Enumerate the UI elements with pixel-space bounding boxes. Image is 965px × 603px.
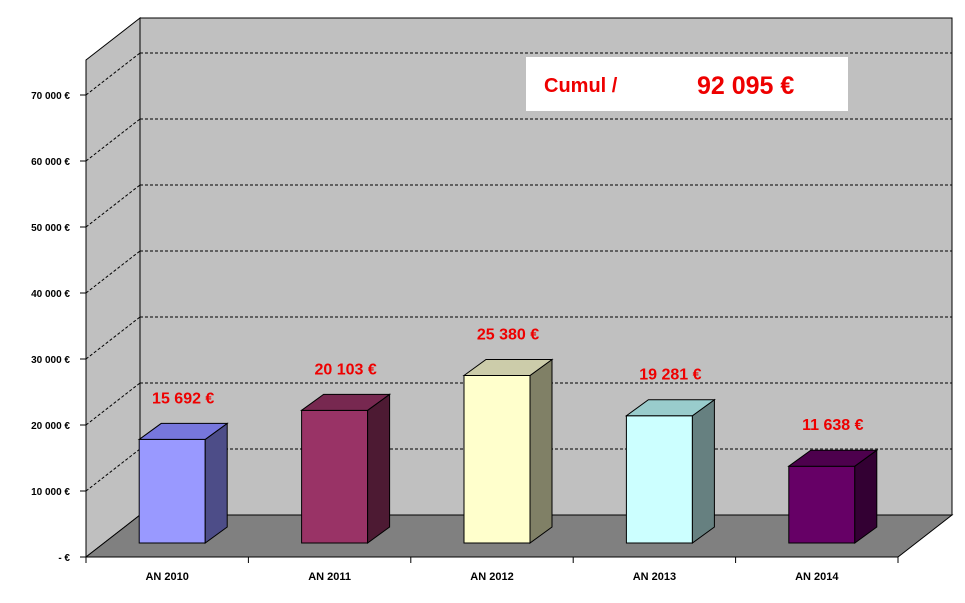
bar-side — [367, 393, 391, 544]
bar-front — [625, 415, 693, 544]
bar-front — [301, 409, 369, 544]
y-tick-label: 10 000 € — [31, 487, 70, 498]
grid-line-side — [85, 250, 141, 294]
data-label: 11 638 € — [802, 417, 864, 434]
cumul-box — [526, 57, 848, 111]
bar-front — [788, 465, 856, 544]
bar-front — [463, 374, 531, 544]
bar-front — [138, 438, 206, 544]
bar-top — [462, 358, 554, 376]
y-tick-label: 40 000 € — [31, 289, 70, 300]
x-tick-label: AN 2013 — [633, 571, 676, 583]
y-tick-label: - € — [58, 553, 70, 564]
bar-top — [624, 399, 716, 417]
x-tick-label: AN 2012 — [470, 571, 513, 583]
grid-line-side — [85, 448, 141, 492]
data-label: 19 281 € — [639, 367, 701, 384]
bar — [462, 358, 554, 544]
bar — [787, 449, 879, 544]
y-tick-label: 70 000 € — [31, 91, 70, 102]
grid-line-side — [85, 316, 141, 360]
grid-line-side — [85, 184, 141, 228]
bar-side — [529, 358, 553, 544]
bar-side — [204, 422, 228, 544]
y-tick-label: 30 000 € — [31, 355, 70, 366]
data-label: 25 380 € — [477, 326, 539, 343]
grid-line-side — [85, 52, 141, 96]
data-label: 15 692 € — [152, 390, 214, 407]
data-labels: 15 692 € 20 103 € 25 380 € 19 281 € 11 638 € — [152, 326, 864, 434]
side-wall — [85, 16, 141, 559]
data-label: 20 103 € — [314, 361, 376, 378]
y-tick-label: 20 000 € — [31, 421, 70, 432]
bar-side — [691, 398, 715, 544]
y-tick-label: 50 000 € — [31, 223, 70, 234]
grid-line-side — [85, 382, 141, 426]
x-tick-label: AN 2011 — [308, 571, 351, 583]
bars — [137, 358, 879, 544]
cumul-value: 92 095 € — [697, 72, 794, 100]
grid-line-side — [85, 118, 141, 162]
bar-top — [137, 422, 229, 440]
y-axis: - € 10 000 € 20 000 € 30 000 € 40 000 € 50 00… — [31, 62, 87, 564]
y-tick-label: 60 000 € — [31, 157, 70, 168]
grid-lines — [85, 52, 952, 492]
x-tick-label: AN 2010 — [145, 571, 188, 583]
bar — [137, 422, 229, 544]
bar — [300, 393, 392, 544]
bar-top — [787, 449, 879, 467]
bar — [624, 398, 716, 544]
bar-top — [300, 393, 392, 411]
cumul-label: Cumul / — [544, 75, 618, 97]
x-tick-label: AN 2014 — [795, 571, 839, 583]
x-axis: AN 2010 AN 2011 AN 2012 AN 2013 AN 2014 — [85, 556, 899, 583]
